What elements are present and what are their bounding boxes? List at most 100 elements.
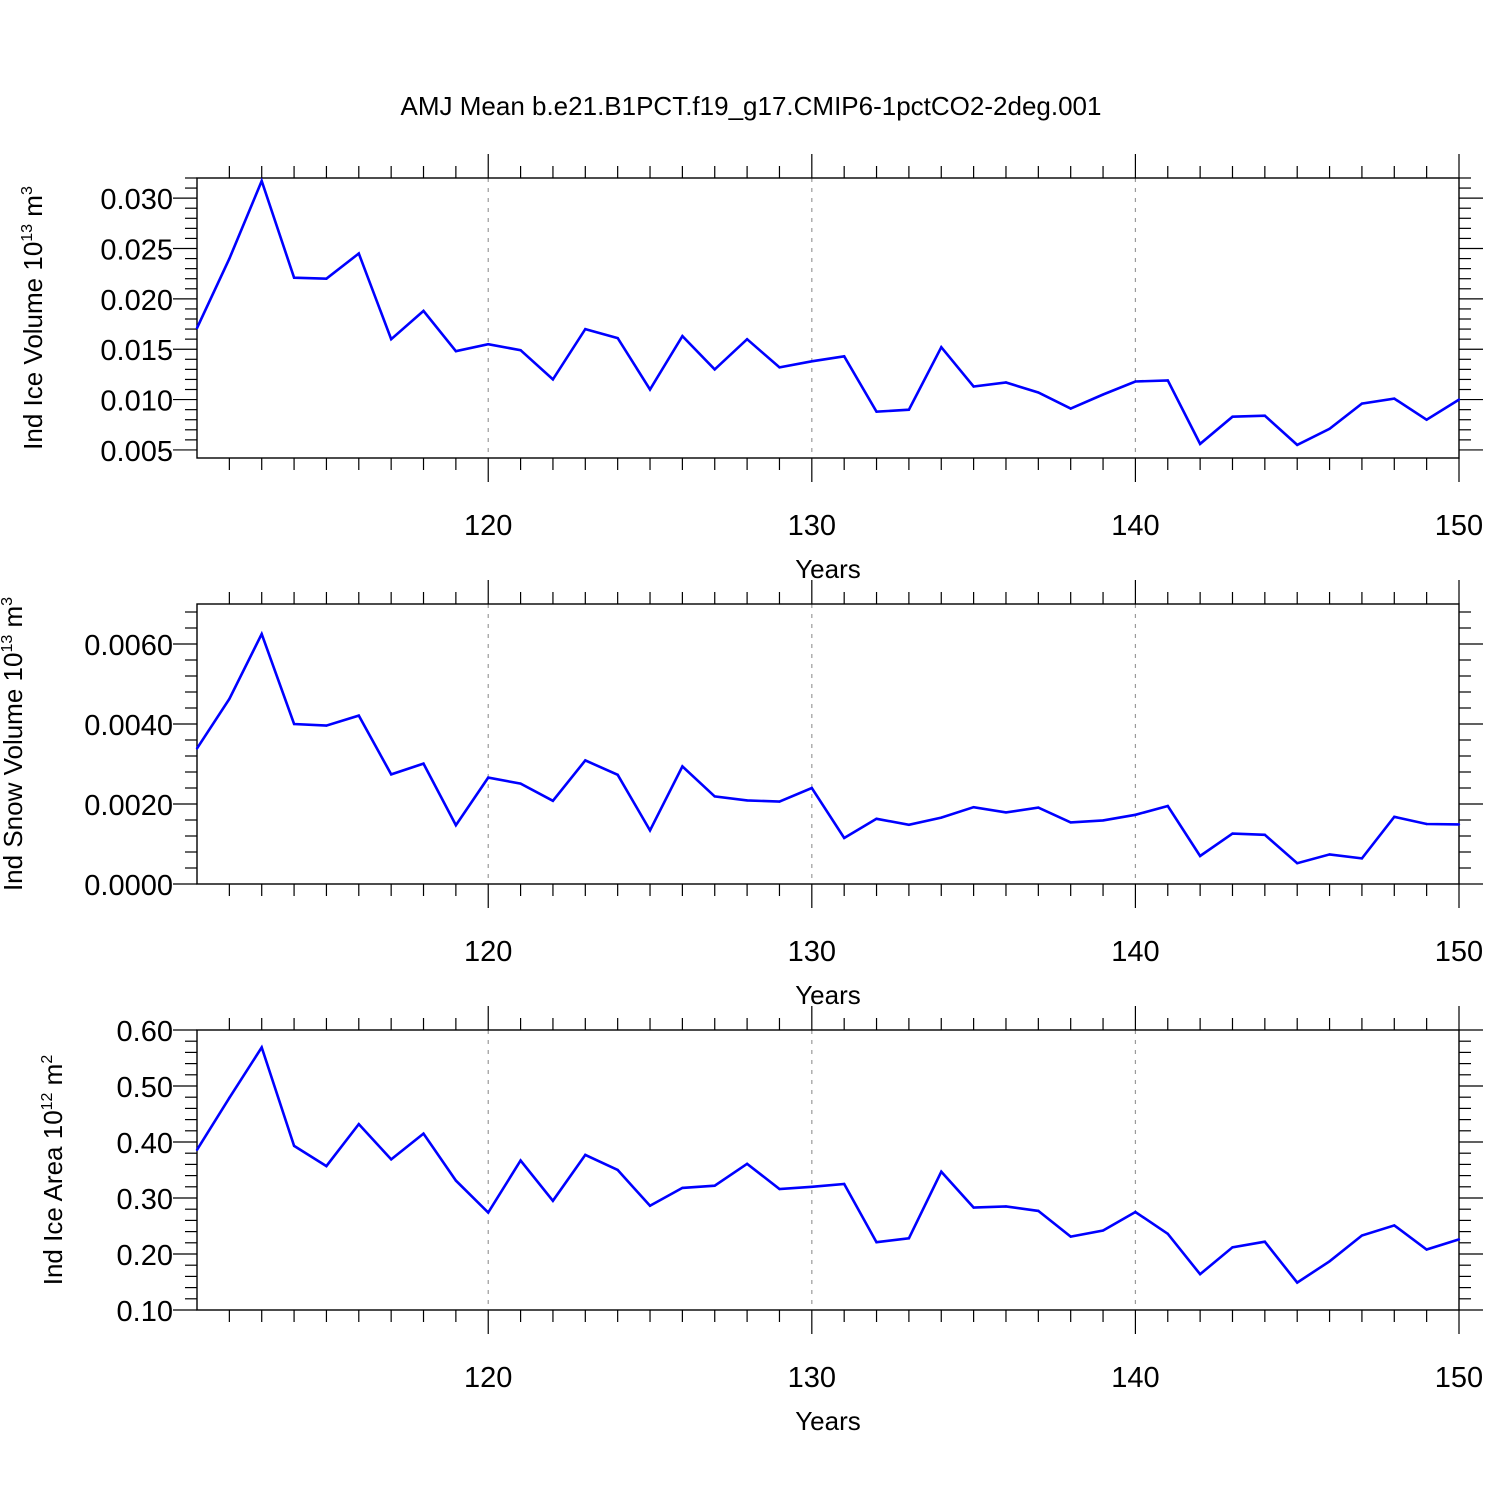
panel-3-data-point [422,1132,425,1135]
panel-2-data-point [842,836,846,840]
panel-2-data-point [1457,823,1461,826]
chart-panel-3: 120 130 140 150 0.10 0.20 0.30 0.40 0.50 0.60 Year… [38,1006,1483,1436]
panel-3-data-point [1069,1235,1072,1238]
panel-1-y-tick-label: 0.005 [100,436,173,468]
panel-1-data-point [1101,393,1105,396]
panel-1-y-tick-label: 0.025 [100,235,173,267]
panel-2-y-tick-label: 0.0020 [84,790,173,822]
panel-2-data-point [616,773,619,776]
panel-1-x-tick-label: 130 [788,510,836,542]
panel-1-data-point [1360,402,1364,405]
panel-1-data-point [1134,380,1137,383]
panel-2-data-point [1393,815,1396,818]
panel-3-data-point [325,1164,328,1168]
panel-1-y-tick-label: 0.020 [100,285,173,317]
panel-2-data-point [1004,811,1008,814]
panel-2-data-point [1425,822,1428,826]
panel-2-x-tick-label: 130 [788,936,836,968]
panel-3-data-point [907,1237,911,1240]
panel-1-data-point [1037,391,1040,394]
panel-2-data-point [1296,862,1299,865]
panel-3-data-point [1231,1246,1234,1249]
panel-2-y-axis-title: Ind Snow Volume 1013 m3 [0,597,28,891]
panel-3-data-point [1037,1209,1040,1213]
panel-2-plot-frame [196,603,1460,885]
panel-2-y-tick-label: 0.0000 [84,870,173,902]
panel-2-data-point [713,795,716,798]
panel-3-data-point [454,1179,458,1182]
figure-title: AMJ Mean b.e21.B1PCT.f19_g17.CMIP6-1pctC… [401,91,1102,121]
panel-2-data-point [1360,857,1364,860]
panel-3-plot-frame [196,1029,1460,1311]
panel-3-data-point [551,1199,555,1203]
panel-2-data-point [292,722,296,726]
panel-2-data-point [1069,821,1072,824]
panel-1-data-point [648,388,652,391]
panel-3-data-point [1263,1240,1267,1243]
panel-1-data-point [1263,414,1267,417]
panel-1-y-tick-label: 0.015 [100,335,173,367]
panel-3-data-point [681,1186,684,1190]
panel-3-data-point [1101,1229,1105,1232]
panel-1-plot-frame [196,177,1460,459]
panel-1-x-tick-label: 140 [1111,510,1159,542]
panel-3-x-axis-title: Years [795,1406,861,1436]
panel-2-data-point [1134,813,1137,816]
panel-1-y-tick-label: 0.010 [100,386,173,418]
panel-1-data-point [1198,442,1202,446]
panel-3-data-point [260,1046,263,1049]
panel-3-y-tick-label: 0.60 [117,1016,173,1048]
panel-1-data-point [940,346,943,349]
chart-panel-2: 120 130 140 150 0.0000 0.0020 0.0040 0.0060 Year… [0,580,1483,1010]
panel-3-y-tick-label: 0.50 [117,1072,173,1104]
panel-3-data-point [972,1206,975,1209]
panel-3-data-point [745,1162,749,1166]
panel-3-data-point [1296,1281,1299,1284]
panel-2-data-point [810,786,814,790]
panel-3-y-tick-label: 0.40 [117,1128,173,1160]
chart-panel-1: 120 130 140 150 0.005 0.010 0.015 0.020 0.025 0.0… [18,154,1483,584]
panel-1-series-line [195,177,1460,447]
panel-2-data-point [972,806,975,809]
panel-3-x-tick-label: 150 [1435,1362,1483,1394]
panel-3-y-tick-label: 0.10 [117,1296,173,1328]
panel-1-data-point [292,276,296,279]
panel-3-data-point [228,1096,231,1099]
panel-3-data-point [357,1122,360,1126]
panel-2-data-point [940,816,943,819]
panel-3-data-point [842,1182,846,1186]
panel-2-data-point [745,799,749,802]
panel-2-data-point [778,800,781,803]
panel-1-data-point [487,342,490,346]
panel-1-data-point [551,378,555,381]
panel-3-data-point [1393,1224,1396,1227]
panel-1-data-point [907,408,911,411]
panel-1-data-point [1296,443,1299,447]
panel-3-data-point [292,1144,296,1148]
panel-3-data-point [195,1148,199,1152]
panel-2-data-point [487,776,490,779]
panel-2-data-point [389,773,393,776]
panel-3-data-point [1004,1205,1008,1208]
panel-2-x-tick-label: 120 [464,936,512,968]
panel-3-data-point [616,1168,619,1172]
panel-3-data-point [1425,1248,1428,1251]
panel-3-data-point [1360,1234,1364,1237]
panel-2-data-point [195,747,199,750]
panel-2-data-point [325,724,328,727]
panel-2-y-tick-label: 0.0060 [84,630,173,662]
panel-2-data-point [1101,819,1105,822]
panel-2-data-point [422,762,425,765]
panel-1-data-point [842,355,846,358]
panel-3-x-tick-label: 130 [788,1362,836,1394]
panel-3-data-point [584,1153,587,1157]
panel-3-data-point [648,1204,652,1208]
panel-1-data-point [745,337,749,341]
panel-1-data-point [1457,398,1461,401]
panel-1-data-point [389,337,393,341]
panel-1-data-point [195,326,199,330]
panel-1-data-point [1425,418,1428,421]
panel-3-data-point [519,1159,522,1162]
panel-1-data-point [1328,427,1331,430]
panel-2-data-point [454,824,458,827]
